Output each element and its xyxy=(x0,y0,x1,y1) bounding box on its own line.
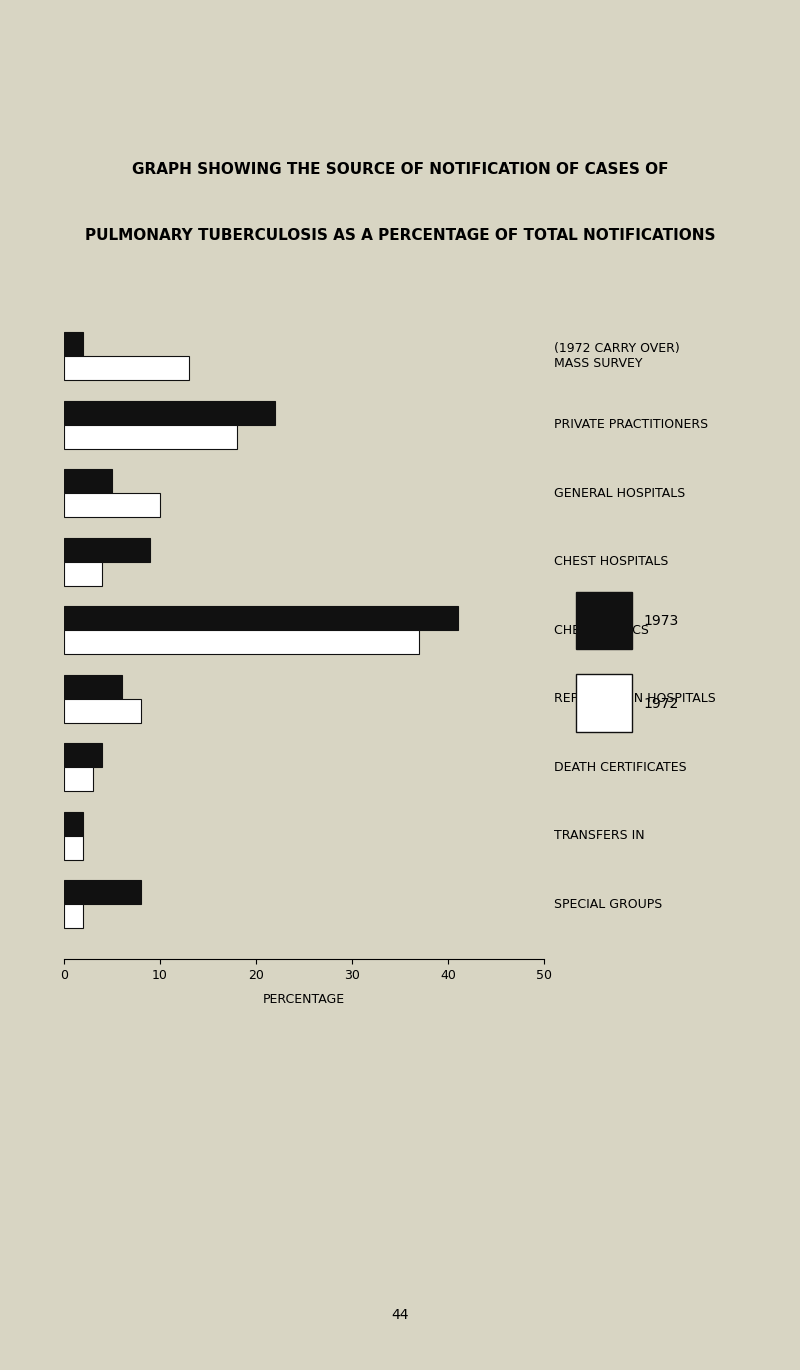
Text: REPATRIATION HOSPITALS: REPATRIATION HOSPITALS xyxy=(554,692,715,706)
Text: SPECIAL GROUPS: SPECIAL GROUPS xyxy=(554,897,662,911)
Text: PRIVATE PRACTITIONERS: PRIVATE PRACTITIONERS xyxy=(554,418,708,432)
Text: DEATH CERTIFICATES: DEATH CERTIFICATES xyxy=(554,760,686,774)
Bar xyxy=(64,356,189,379)
Bar xyxy=(576,592,632,649)
Text: 44: 44 xyxy=(391,1308,409,1322)
Bar xyxy=(64,699,141,723)
Bar xyxy=(64,881,141,904)
Bar xyxy=(64,469,112,493)
Text: GENERAL HOSPITALS: GENERAL HOSPITALS xyxy=(554,486,685,500)
Bar xyxy=(64,811,83,836)
Text: 1972: 1972 xyxy=(643,696,678,711)
Text: (1972 CARRY OVER)
MASS SURVEY: (1972 CARRY OVER) MASS SURVEY xyxy=(554,342,679,370)
Bar xyxy=(64,743,102,767)
Bar xyxy=(64,674,122,699)
X-axis label: PERCENTAGE: PERCENTAGE xyxy=(263,993,345,1006)
Bar xyxy=(64,630,419,655)
Bar xyxy=(64,332,83,356)
Bar xyxy=(64,493,160,518)
Text: TRANSFERS IN: TRANSFERS IN xyxy=(554,829,644,843)
Bar xyxy=(64,904,83,929)
Bar xyxy=(64,562,102,586)
Text: GRAPH SHOWING THE SOURCE OF NOTIFICATION OF CASES OF: GRAPH SHOWING THE SOURCE OF NOTIFICATION… xyxy=(132,163,668,177)
Bar xyxy=(64,425,237,449)
Text: PULMONARY TUBERCULOSIS AS A PERCENTAGE OF TOTAL NOTIFICATIONS: PULMONARY TUBERCULOSIS AS A PERCENTAGE O… xyxy=(85,229,715,242)
Text: CHEST HOSPITALS: CHEST HOSPITALS xyxy=(554,555,668,569)
Bar xyxy=(64,767,93,792)
Bar xyxy=(64,836,83,860)
Bar xyxy=(576,674,632,732)
Bar xyxy=(64,606,458,630)
Text: 1973: 1973 xyxy=(643,614,678,629)
Text: CHEST CLINICS: CHEST CLINICS xyxy=(554,623,649,637)
Bar xyxy=(64,400,275,425)
Bar xyxy=(64,537,150,562)
